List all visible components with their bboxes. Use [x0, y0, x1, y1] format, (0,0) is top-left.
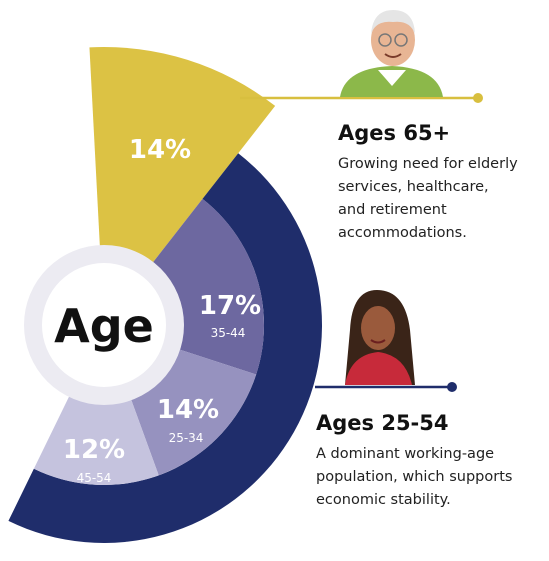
segment-percent: 14%	[129, 135, 191, 165]
segment-percent: 14%	[157, 395, 219, 425]
callout-text: and retirement	[338, 202, 447, 218]
callout-text: services, healthcare,	[338, 179, 489, 195]
connector-dot	[473, 93, 483, 103]
center-circle	[42, 263, 166, 387]
segment-percent: 17%	[199, 291, 261, 321]
outer-ring	[8, 153, 322, 543]
woman-illustration	[345, 290, 415, 385]
callout-title: Ages 65+	[338, 121, 450, 145]
center-label: Age	[54, 299, 154, 353]
callout-text: Growing need for elderly	[338, 156, 518, 172]
segment-45-54	[33, 387, 159, 485]
segment-range: 45-54	[77, 471, 112, 485]
elderly-illustration	[340, 10, 443, 97]
callout-title: Ages 25-54	[316, 411, 449, 435]
connector-dot	[447, 382, 457, 392]
callout-text: A dominant working-age	[316, 446, 494, 462]
callout-text: economic stability.	[316, 492, 451, 508]
callout-text: accommodations.	[338, 225, 467, 241]
segment-percent: 12%	[63, 435, 125, 465]
segment-range: 35-44	[211, 326, 246, 340]
segment-range: 25-34	[169, 431, 204, 445]
callout-text: population, which supports	[316, 469, 512, 485]
